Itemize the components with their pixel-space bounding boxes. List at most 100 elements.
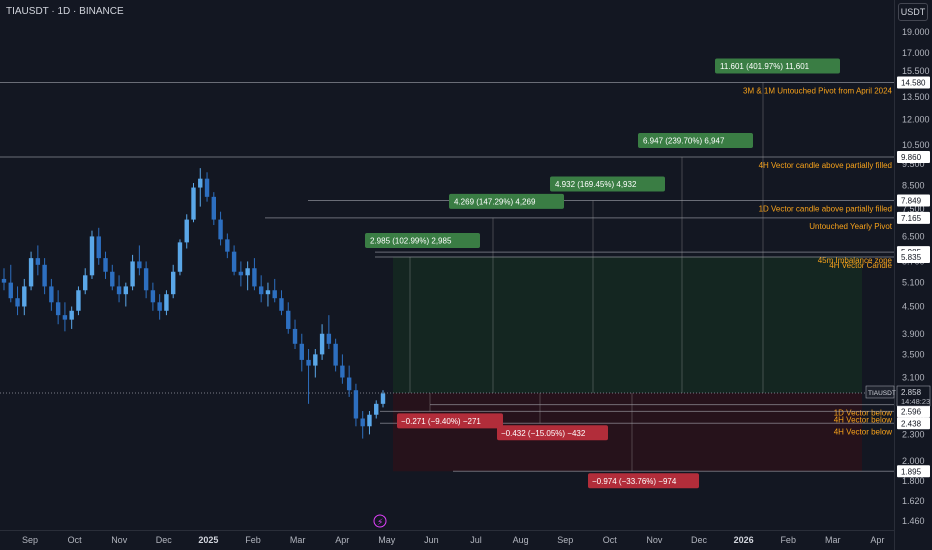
price-tick-label: 4.500 bbox=[902, 301, 925, 311]
candle-body bbox=[137, 261, 142, 269]
level-label: 4H Vector Candle bbox=[829, 261, 892, 270]
candle-body bbox=[218, 219, 223, 240]
current-symbol-tag bbox=[865, 385, 895, 399]
candle-body bbox=[340, 365, 345, 378]
time-tick-label: Oct bbox=[68, 535, 83, 545]
target-down-label: −0.432 (−15.05%) −432 bbox=[501, 429, 586, 438]
target-down-box bbox=[397, 413, 503, 429]
candle-body bbox=[184, 219, 189, 243]
candle-body bbox=[225, 239, 230, 252]
candle-body bbox=[177, 242, 183, 272]
target-up-label: 4.932 (169.45%) 4,932 bbox=[555, 180, 637, 189]
target-up-box bbox=[365, 232, 480, 248]
level-price-tag bbox=[897, 194, 930, 207]
candle-body bbox=[8, 282, 13, 299]
target-up-box bbox=[638, 133, 753, 149]
level-price-tag bbox=[897, 151, 930, 164]
price-tick-label: 2.000 bbox=[902, 456, 925, 466]
candle-body bbox=[374, 403, 379, 415]
candle-body bbox=[28, 258, 34, 287]
candle-body bbox=[170, 271, 176, 295]
candle-body bbox=[22, 286, 27, 307]
event-marker-glyph: ⚡ bbox=[377, 518, 383, 528]
time-tick-label: Jun bbox=[424, 535, 439, 545]
candle-body bbox=[116, 286, 122, 295]
current-price-countdown: 14:48:23 bbox=[901, 397, 930, 406]
candle-body bbox=[380, 393, 386, 404]
time-tick-label: Feb bbox=[780, 535, 796, 545]
candle-body bbox=[292, 328, 298, 344]
time-tick-label: May bbox=[378, 535, 396, 545]
candle-body bbox=[272, 290, 277, 299]
time-tick-label: Jul bbox=[470, 535, 482, 545]
candle-body bbox=[367, 414, 372, 427]
candle-body bbox=[258, 286, 264, 295]
candle-body bbox=[360, 418, 365, 427]
candle-body bbox=[143, 268, 149, 291]
target-up-box bbox=[550, 176, 665, 192]
price-tick-label: 1.620 bbox=[902, 496, 925, 506]
price-tick-label: 8.500 bbox=[902, 180, 925, 190]
candle-body bbox=[123, 286, 129, 295]
target-down-box bbox=[588, 473, 699, 489]
time-tick-label: Sep bbox=[22, 535, 38, 545]
price-tick-label: 10.500 bbox=[902, 140, 930, 150]
level-label: 4H Vector below bbox=[834, 427, 892, 436]
candle-body bbox=[346, 377, 352, 391]
candle-body bbox=[265, 290, 271, 295]
candle-body bbox=[191, 187, 196, 220]
price-tick-label: 17.000 bbox=[902, 48, 930, 58]
target-up-label: 11.601 (401.97%) 11,601 bbox=[720, 62, 810, 71]
level-price-tag-text: 1.895 bbox=[901, 467, 922, 476]
level-label: 3M & 1M Untouched Pivot from April 2024 bbox=[743, 86, 893, 95]
time-tick-label: Nov bbox=[111, 535, 128, 545]
candle-body bbox=[96, 236, 101, 259]
level-label: 1D Vector below bbox=[834, 409, 892, 418]
current-price-value: 2.858 bbox=[901, 388, 922, 397]
time-tick-label: Apr bbox=[335, 535, 349, 545]
time-tick-label: Dec bbox=[691, 535, 708, 545]
currency-button[interactable]: USDT bbox=[898, 3, 928, 21]
level-price-tag-text: 7.165 bbox=[901, 214, 922, 223]
candle-body bbox=[49, 286, 54, 303]
level-price-tag bbox=[897, 211, 930, 224]
time-tick-label: Sep bbox=[557, 535, 573, 545]
current-symbol-text: TIAUSDT bbox=[868, 390, 896, 397]
candle-body bbox=[69, 310, 74, 320]
time-tick-label: Mar bbox=[825, 535, 841, 545]
candle-body bbox=[15, 298, 20, 307]
candle-body bbox=[252, 268, 257, 287]
candle-body bbox=[1, 278, 7, 283]
price-tick-label: 1.460 bbox=[902, 516, 925, 526]
candle-body bbox=[83, 275, 88, 291]
level-label: 1D Vector candle above partially filled bbox=[759, 204, 892, 213]
candle-body bbox=[130, 261, 135, 287]
candle-body bbox=[157, 302, 162, 311]
level-price-tag bbox=[897, 465, 930, 478]
time-tick-label: Aug bbox=[513, 535, 529, 545]
price-tick-label: 7.500 bbox=[902, 204, 925, 214]
price-tick-label: 15.500 bbox=[902, 66, 930, 76]
level-label: 45m Imbalance zone bbox=[818, 256, 893, 265]
candle-body bbox=[333, 343, 338, 366]
loss-zone bbox=[393, 392, 862, 472]
price-axis-separator bbox=[894, 0, 895, 550]
price-tick-label: 3.500 bbox=[902, 349, 925, 359]
candle-body bbox=[286, 310, 291, 329]
event-marker-icon bbox=[373, 514, 387, 528]
level-price-tag-text: 5.835 bbox=[901, 253, 922, 262]
price-tick-label: 12.000 bbox=[902, 115, 930, 125]
target-down-label: −0.271 (−9.40%) −271 bbox=[401, 417, 481, 426]
candle-body bbox=[245, 268, 250, 276]
candle-body bbox=[279, 298, 284, 311]
time-tick-label: Oct bbox=[603, 535, 618, 545]
target-down-box bbox=[497, 425, 608, 441]
candle-body bbox=[62, 315, 68, 320]
target-down-label: −0.974 (−33.76%) −974 bbox=[592, 477, 677, 486]
time-tick-label: 2025 bbox=[198, 535, 218, 545]
time-tick-label: Feb bbox=[245, 535, 261, 545]
target-up-label: 4.269 (147.29%) 4,269 bbox=[454, 197, 536, 206]
level-label: Untouched Yearly Pivot bbox=[809, 222, 893, 231]
time-tick-label: Apr bbox=[870, 535, 884, 545]
